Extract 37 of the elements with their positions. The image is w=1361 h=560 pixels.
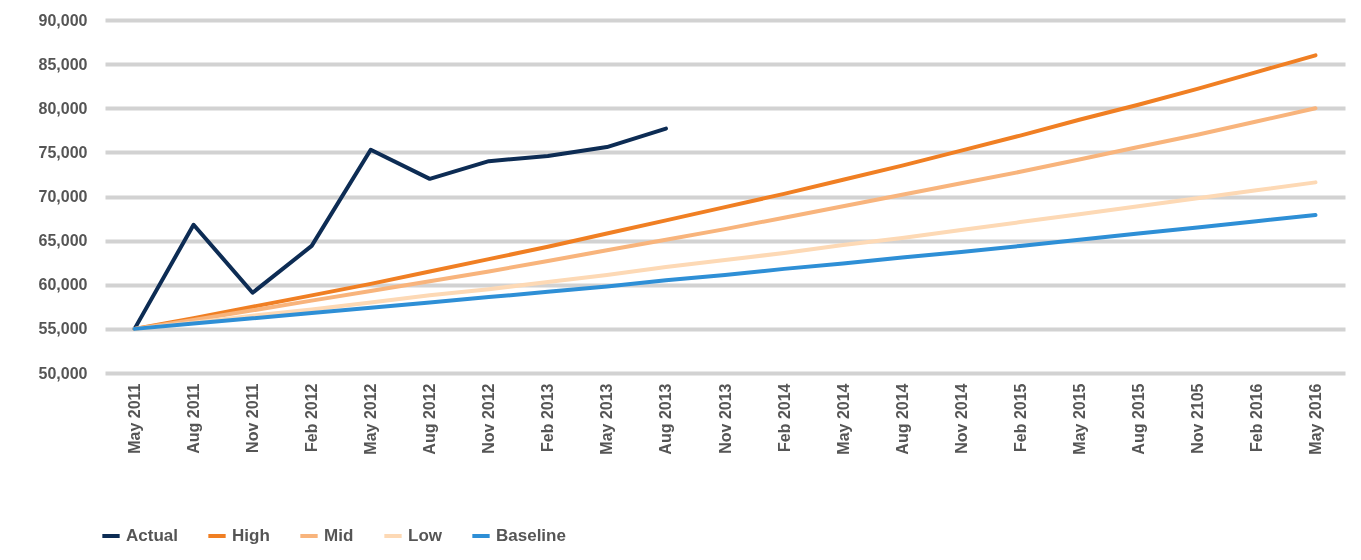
y-tick-label: 60,000 xyxy=(38,276,88,294)
y-tick-label: 55,000 xyxy=(38,320,88,338)
legend-label: Mid xyxy=(324,526,354,545)
x-tick-label: Nov 2014 xyxy=(952,383,970,454)
x-tick-label: Feb 2013 xyxy=(539,383,557,452)
x-tick-label: Nov 2105 xyxy=(1188,383,1206,454)
x-tick-label: Feb 2012 xyxy=(303,383,321,452)
x-tick-label: Aug 2011 xyxy=(185,383,203,454)
x-tick-label: May 2014 xyxy=(834,383,852,455)
y-tick-label: 75,000 xyxy=(38,143,88,161)
y-tick-label: 85,000 xyxy=(38,55,88,73)
line-series xyxy=(132,126,668,331)
x-tick-label: May 2016 xyxy=(1306,383,1324,455)
legend-label: Low xyxy=(408,526,443,545)
line-series xyxy=(132,213,1318,331)
x-tick-label: Feb 2015 xyxy=(1011,383,1029,452)
x-tick-label: Aug 2013 xyxy=(657,383,675,455)
x-tick-label: May 2013 xyxy=(598,383,616,455)
legend-label: Baseline xyxy=(496,526,566,545)
y-tick-label: 80,000 xyxy=(38,99,88,117)
x-tick-label: Aug 2014 xyxy=(893,383,911,455)
x-tick-label: Feb 2014 xyxy=(775,383,793,452)
x-tick-label: Aug 2015 xyxy=(1129,383,1147,455)
y-tick-label: 65,000 xyxy=(38,232,88,250)
x-tick-label: May 2012 xyxy=(362,383,380,455)
legend-label: Actual xyxy=(126,526,178,545)
x-tick-label: Nov 2012 xyxy=(480,383,498,454)
x-tick-label: Feb 2016 xyxy=(1247,383,1265,452)
x-tick-label: Aug 2012 xyxy=(421,383,439,455)
legend-label: High xyxy=(232,526,270,545)
y-tick-label: 90,000 xyxy=(38,11,88,29)
x-tick-label: May 2015 xyxy=(1070,383,1088,455)
x-tick-label: May 2011 xyxy=(126,383,144,454)
y-tick-label: 70,000 xyxy=(38,188,88,205)
y-tick-label: 50,000 xyxy=(38,364,88,382)
x-tick-label: Nov 2013 xyxy=(716,383,734,454)
x-tick-label: Nov 2011 xyxy=(244,383,262,453)
